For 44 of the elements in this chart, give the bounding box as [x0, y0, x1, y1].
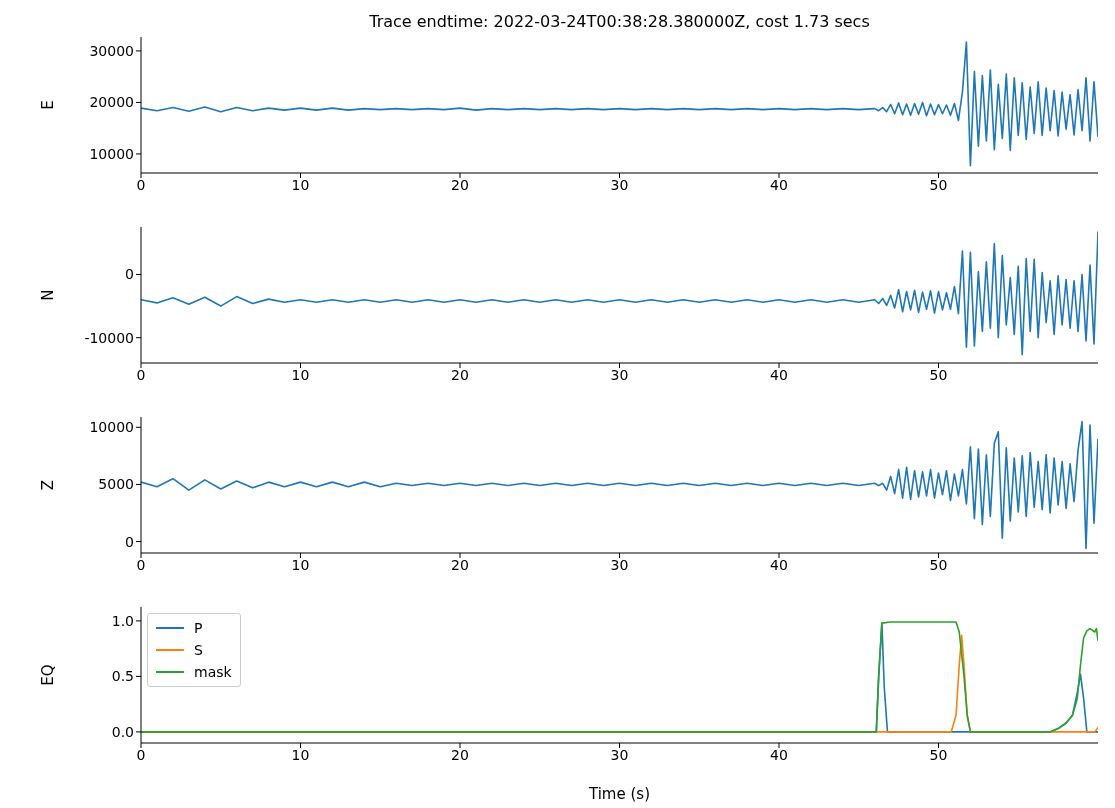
- y-tick-label: 10000: [89, 419, 134, 436]
- x-tick-label: 50: [929, 176, 948, 193]
- x-tick-label: 0: [136, 556, 146, 573]
- x-tick-label: 0: [136, 366, 146, 383]
- legend-label: mask: [194, 664, 232, 680]
- x-tick-label: 10: [291, 746, 310, 763]
- x-tick-label: 30: [610, 746, 629, 763]
- y-tick-label: 1.0: [111, 612, 134, 629]
- x-tick-label: 0: [136, 176, 146, 193]
- x-tick-label: 30: [610, 176, 629, 193]
- legend-label: S: [194, 642, 203, 658]
- x-tick-label: 20: [451, 746, 469, 763]
- y-axis-title: E: [39, 100, 58, 110]
- legend-label: P: [194, 620, 203, 636]
- y-tick-label: 0.5: [111, 668, 134, 685]
- x-axis-title: Time (s): [588, 785, 650, 803]
- x-tick-label: 30: [610, 366, 629, 383]
- y-axis-title: EQ: [39, 664, 58, 686]
- x-tick-label: 10: [291, 176, 310, 193]
- y-tick-label: 0: [125, 533, 134, 550]
- y-tick-label: 0: [125, 266, 134, 283]
- x-tick-label: 40: [770, 176, 788, 193]
- y-axis-title: N: [39, 289, 58, 301]
- x-tick-label: 10: [291, 556, 310, 573]
- x-tick-label: 30: [610, 556, 629, 573]
- x-tick-label: 0: [136, 746, 146, 763]
- x-tick-label: 40: [770, 366, 788, 383]
- x-tick-label: 40: [770, 556, 788, 573]
- x-tick-label: 50: [929, 556, 948, 573]
- x-tick-label: 50: [929, 746, 948, 763]
- y-tick-label: 20000: [89, 94, 134, 111]
- y-tick-label: -10000: [84, 329, 134, 346]
- x-tick-label: 10: [291, 366, 310, 383]
- x-tick-label: 20: [451, 556, 469, 573]
- chart-title: Trace endtime: 2022-03-24T00:38:28.380000Z, cost 1.73 secs: [368, 12, 871, 31]
- y-tick-label: 10000: [89, 145, 134, 162]
- x-tick-label: 40: [770, 746, 788, 763]
- y-tick-label: 0.0: [111, 723, 134, 740]
- y-tick-label: 5000: [98, 476, 134, 493]
- y-axis-title: Z: [39, 479, 58, 491]
- x-tick-label: 50: [929, 366, 948, 383]
- x-tick-label: 20: [451, 366, 469, 383]
- y-tick-label: 30000: [89, 42, 134, 59]
- x-tick-label: 20: [451, 176, 469, 193]
